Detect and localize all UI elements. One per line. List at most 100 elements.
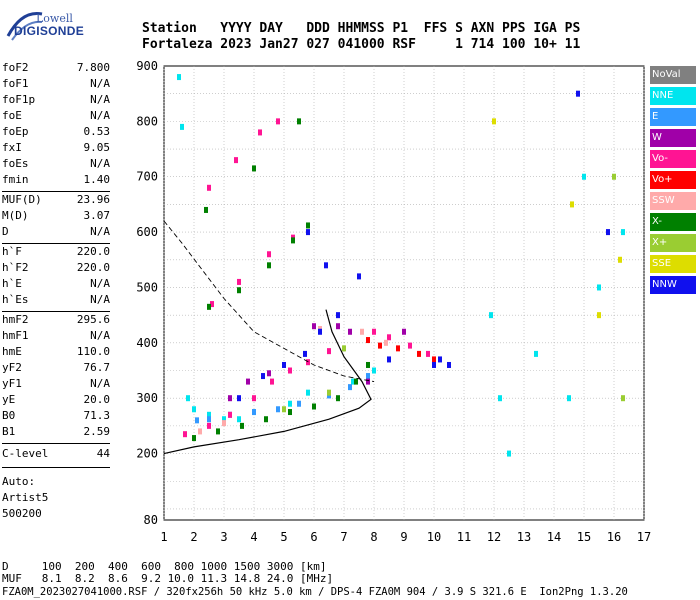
- header-line-2: Fortaleza 2023 Jan27 027 041000 RSF 1 71…: [142, 37, 581, 52]
- legend-item-x: X-: [650, 213, 696, 231]
- echo-point-vo: [276, 118, 280, 125]
- param-value: 20.0: [83, 393, 111, 406]
- echo-point-vo: [387, 334, 391, 341]
- param-name: fxI: [2, 141, 22, 154]
- echo-point-w: [246, 378, 250, 385]
- echo-point-nnw: [324, 262, 328, 269]
- param-value: 295.6: [76, 313, 110, 326]
- param-value: 220.0: [76, 245, 110, 258]
- echo-point-e: [195, 417, 199, 424]
- echo-point-x: [312, 403, 316, 410]
- panel-separator: [2, 311, 110, 312]
- param-value: 76.7: [83, 361, 111, 374]
- param-value: 7.800: [76, 61, 110, 74]
- echo-point-x: [291, 237, 295, 244]
- header-line-1: Station YYYY DAY DDD HHMMSS P1 FFS S AXN…: [142, 21, 581, 36]
- x-tick-label: 2: [190, 530, 197, 544]
- param-name: h`Es: [2, 293, 29, 306]
- panel-separator: [2, 443, 110, 444]
- panel-separator: [2, 467, 110, 468]
- x-tick-label: 12: [487, 530, 501, 544]
- param-row-fxi: fxI 9.05: [2, 141, 110, 157]
- param-row-foep: foEp 0.53: [2, 125, 110, 141]
- echo-point-ssw: [198, 428, 202, 435]
- legend-item-vo: Vo+: [650, 171, 696, 189]
- echo-point-w: [336, 323, 340, 330]
- echo-point-vo: [378, 342, 382, 349]
- echo-point-vo: [210, 301, 214, 308]
- echo-point-nne: [207, 411, 211, 418]
- param-name: foE: [2, 109, 22, 122]
- echo-point-x: [306, 222, 310, 229]
- x-tick-label: 13: [517, 530, 531, 544]
- echo-point-vo: [327, 348, 331, 355]
- echo-point-nne: [489, 312, 493, 319]
- param-value: N/A: [90, 93, 110, 106]
- param-value: 110.0: [76, 345, 110, 358]
- echo-point-nne: [582, 173, 586, 180]
- echo-point-nnw: [357, 273, 361, 280]
- y-tick-label: 900: [136, 59, 158, 73]
- x-tick-label: 5: [280, 530, 287, 544]
- param-name: D: [2, 225, 9, 238]
- echo-point-vo: [207, 184, 211, 191]
- param-value: N/A: [90, 329, 110, 342]
- echo-point-w: [267, 370, 271, 377]
- param-row-ye: yE 20.0: [2, 393, 110, 409]
- echo-point-nnw: [432, 361, 436, 368]
- panel-separator: [2, 191, 110, 192]
- x-tick-label: 11: [457, 530, 471, 544]
- footer-distance-row: D 100 200 400 600 800 1000 1500 3000 [km…: [2, 560, 327, 573]
- param-value: N/A: [90, 225, 110, 238]
- param-name: hmF1: [2, 329, 29, 342]
- echo-point-nnw: [306, 229, 310, 236]
- x-tick-label: 7: [340, 530, 347, 544]
- param-name: B1: [2, 425, 16, 438]
- echo-point-vo: [207, 422, 211, 429]
- param-value: 23.96: [76, 193, 110, 206]
- param-value: 71.3: [83, 409, 111, 422]
- logo-lowell-text: Lowell: [36, 12, 73, 25]
- y-tick-labels: 80 200 300 400 500 600 700 800 900: [136, 59, 158, 527]
- param-row-fof2: foF2 7.800: [2, 61, 110, 77]
- echo-point-x: [354, 378, 358, 385]
- echo-point-nnw: [318, 328, 322, 335]
- echo-point-nne: [621, 229, 625, 236]
- echo-point-w: [348, 328, 352, 335]
- param-row-hf: h`F 220.0: [2, 245, 110, 261]
- echo-point-x: [204, 206, 208, 213]
- param-value: 2.59: [83, 425, 111, 438]
- echo-point-w: [312, 323, 316, 330]
- echo-point-nne: [192, 406, 196, 413]
- param-row-hmf1: hmF1 N/A: [2, 329, 110, 345]
- y-tick-label: 200: [136, 447, 158, 461]
- echo-point-x: [336, 395, 340, 402]
- param-name: foEs: [2, 157, 29, 170]
- echo-point-x: [327, 389, 331, 396]
- x-tick-label: 17: [637, 530, 651, 544]
- echo-point-nne: [177, 74, 181, 81]
- echo-point-x: [342, 345, 346, 352]
- param-value: N/A: [90, 293, 110, 306]
- param-row-fmin: fmin 1.40: [2, 173, 110, 189]
- param-row-hme: hmE 110.0: [2, 345, 110, 361]
- param-value: 3.07: [83, 209, 111, 222]
- echo-point-nnw: [606, 229, 610, 236]
- echo-point-e: [207, 416, 211, 423]
- legend-item-w: W: [650, 129, 696, 147]
- autoscale-info-line: Artist5: [2, 491, 49, 504]
- x-tick-label: 3: [220, 530, 227, 544]
- echo-point-vo: [408, 342, 412, 349]
- y-tick-label: 300: [136, 391, 158, 405]
- param-name: h`F: [2, 245, 22, 258]
- echo-point-sse: [570, 201, 574, 208]
- echo-point-sse: [618, 256, 622, 263]
- echo-point-nnw: [447, 361, 451, 368]
- param-row-hes: h`Es N/A: [2, 293, 110, 309]
- echo-point-e: [297, 400, 301, 407]
- echo-point-e: [252, 409, 256, 416]
- param-row-foes: foEs N/A: [2, 157, 110, 173]
- digisonde-logo: [4, 6, 76, 46]
- y-tick-label: 400: [136, 336, 158, 350]
